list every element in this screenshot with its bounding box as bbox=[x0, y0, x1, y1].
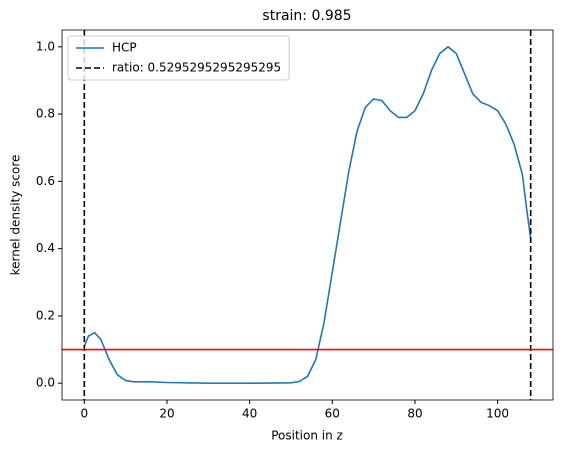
y-tick-label: 0.4 bbox=[36, 241, 55, 255]
x-tick-label: 40 bbox=[242, 407, 257, 421]
y-tick-label: 0.2 bbox=[36, 308, 55, 322]
line-series bbox=[83, 45, 532, 384]
legend-label: HCP bbox=[112, 41, 137, 55]
x-tick-label: 20 bbox=[159, 407, 174, 421]
y-tick-label: 0.0 bbox=[36, 376, 55, 390]
x-axis-label: Position in z bbox=[271, 429, 343, 443]
plot-area bbox=[62, 30, 553, 400]
legend: HCP ratio: 0.5295295295295295 bbox=[67, 35, 290, 81]
y-tick-label: 0.8 bbox=[36, 107, 55, 121]
x-tick-label: 60 bbox=[325, 407, 340, 421]
y-axis-label: kernel density score bbox=[9, 155, 23, 276]
y-tick-label: 1.0 bbox=[36, 39, 55, 53]
chart-title: strain: 0.985 bbox=[262, 8, 351, 24]
plot-frame bbox=[61, 29, 554, 401]
x-tick-label: 80 bbox=[407, 407, 422, 421]
y-tick-label: 0.6 bbox=[36, 174, 55, 188]
x-tick-label: 0 bbox=[80, 407, 88, 421]
legend-box bbox=[67, 35, 290, 81]
x-tick-label: 100 bbox=[486, 407, 509, 421]
legend-label: ratio: 0.5295295295295295 bbox=[112, 61, 281, 75]
